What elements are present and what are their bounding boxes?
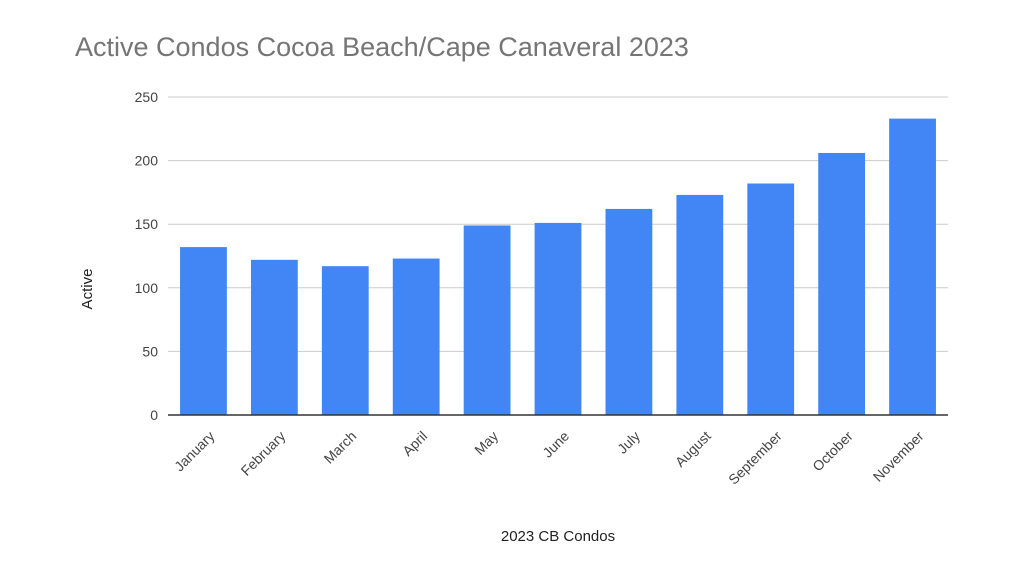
y-tick-label: 50 (142, 343, 158, 359)
y-tick-label: 250 (135, 89, 159, 105)
bar-october (818, 152, 866, 415)
y-tick-label: 100 (135, 280, 159, 296)
y-axis-ticks: 0 50 100 150 200 250 (135, 89, 159, 423)
x-axis-ticks: January February March April May June July Augu… (171, 428, 927, 488)
y-axis-title: Active (79, 269, 96, 310)
x-tick-label: November (870, 428, 927, 485)
bars (180, 118, 936, 416)
chart-title: Active Condos Cocoa Beach/Cape Canaveral… (75, 32, 689, 62)
x-tick-label: September (725, 428, 785, 488)
y-tick-label: 0 (150, 407, 158, 423)
bar-september (747, 183, 795, 415)
bar-november (889, 118, 936, 416)
y-tick-label: 200 (135, 153, 159, 169)
x-tick-label: January (171, 428, 218, 475)
bar-june (534, 222, 582, 415)
bar-may (463, 225, 511, 415)
bar-august (676, 194, 724, 415)
x-tick-label: April (399, 428, 430, 459)
bar-march (321, 266, 369, 415)
x-axis-title: 2023 CB Condos (501, 528, 615, 545)
bar-february (250, 259, 298, 415)
x-tick-label: March (321, 428, 360, 467)
bar-april (392, 258, 440, 415)
x-tick-label: May (471, 428, 501, 458)
x-tick-label: October (809, 428, 856, 475)
x-tick-label: June (539, 428, 572, 461)
y-tick-label: 150 (135, 216, 159, 232)
x-tick-label: July (614, 428, 643, 457)
bar-january (180, 247, 227, 415)
bar-july (605, 208, 653, 415)
x-tick-label: February (238, 428, 289, 479)
x-tick-label: August (672, 428, 714, 470)
